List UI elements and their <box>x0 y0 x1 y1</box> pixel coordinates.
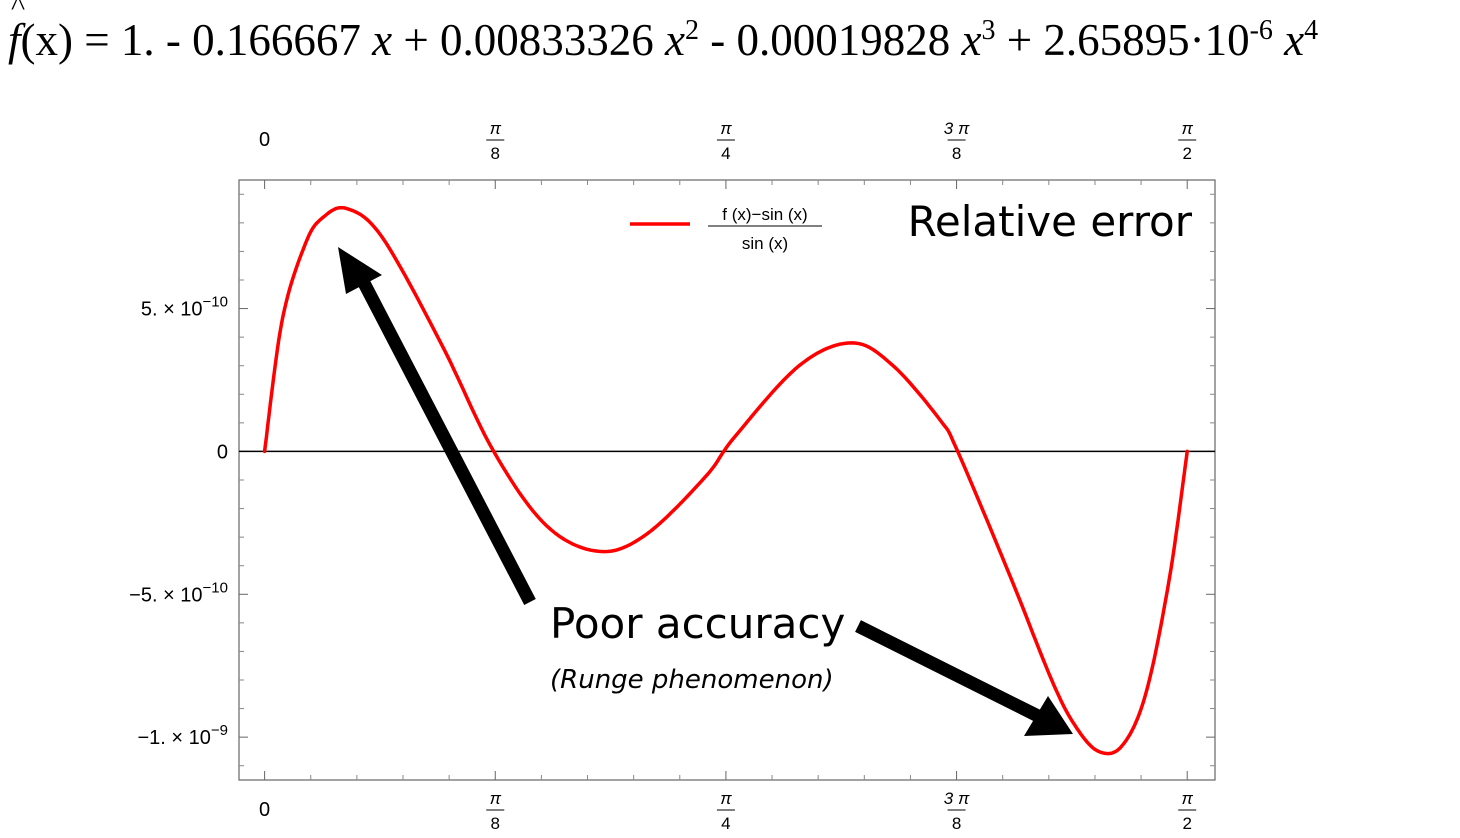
formula-arg: (x) = 1. - 0.166667 <box>20 15 373 65</box>
formula-exp-2: 2 <box>684 15 699 46</box>
x-tick-label-num-bottom: π <box>1182 789 1194 808</box>
x-tick-label-den-bottom: 8 <box>952 814 961 833</box>
arrow-left-shaft <box>358 279 536 606</box>
arrow-left-head <box>338 247 382 294</box>
y-tick-labels: 5. × 10−10 0 −5. × 10−10 −1. × 10−9 <box>129 294 228 750</box>
x-tick-label-den-bottom: 2 <box>1182 814 1191 833</box>
x-tick-label-num-top: π <box>490 119 502 138</box>
x-tick-label-top: 0 <box>259 129 270 151</box>
arrow-right-head <box>1024 696 1073 736</box>
chart-title: Relative error <box>908 197 1193 246</box>
x-tick-label-num-bottom: π <box>490 789 502 808</box>
formula-hat: ^ <box>11 0 26 22</box>
y-tick-label: −1. × 10−9 <box>137 722 228 749</box>
formula-exp-coef: -6 <box>1249 15 1273 46</box>
legend-label-denominator: sin (x) <box>742 234 788 253</box>
annotation-arrows <box>338 247 1073 736</box>
x-tick-label-num-bottom: 3 π <box>944 789 970 808</box>
arrow-right-shaft <box>855 620 1041 722</box>
formula: f ^ (x) = 1. - 0.166667 x + 0.00833326 x2 … <box>8 0 1458 94</box>
x-tick-label-den-top: 2 <box>1182 144 1191 163</box>
formula-term-4: + 2.65895·10 <box>995 15 1250 65</box>
y-tick-label: −5. × 10−10 <box>129 579 228 606</box>
x-tick-label-den-top: 4 <box>721 144 730 163</box>
formula-var-2: x <box>664 15 685 65</box>
formula-term-3: - 0.00019828 <box>698 15 962 65</box>
formula-exp-3: 3 <box>981 15 996 46</box>
formula-var-1: x <box>372 15 393 65</box>
formula-term-2: + 0.00833326 <box>392 15 665 65</box>
formula-var-4: x <box>1284 15 1305 65</box>
y-tick-label: 5. × 10−10 <box>141 294 228 321</box>
x-tick-label-num-top: π <box>1182 119 1194 138</box>
formula-var-3: x <box>961 15 982 65</box>
x-tick-label-den-bottom: 4 <box>721 814 730 833</box>
x-tick-label-den-bottom: 8 <box>491 814 500 833</box>
x-tick-label-den-top: 8 <box>491 144 500 163</box>
x-tick-label-bottom: 0 <box>259 799 270 821</box>
x-tick-labels: 0 π 8 π 4 3 π 8 π 2 0 π 8 π 4 3 π 8 π 2 <box>259 119 1197 833</box>
y-tick-label: 0 <box>217 441 228 463</box>
annotation-subheading: (Runge phenomenon) <box>550 665 834 695</box>
legend-label-numerator: f (x)−sin (x) <box>722 205 807 224</box>
x-tick-label-num-top: π <box>720 119 732 138</box>
legend: f (x)−sin (x) sin (x) <box>630 205 822 253</box>
x-tick-label-den-top: 8 <box>952 144 961 163</box>
formula-function-name: f ^ <box>8 0 25 66</box>
x-tick-label-num-top: 3 π <box>944 119 970 138</box>
x-tick-label-num-bottom: π <box>720 789 732 808</box>
formula-exp-4: 4 <box>1304 15 1319 46</box>
annotation-heading: Poor accuracy <box>550 599 845 648</box>
series-curve <box>262 205 1189 756</box>
